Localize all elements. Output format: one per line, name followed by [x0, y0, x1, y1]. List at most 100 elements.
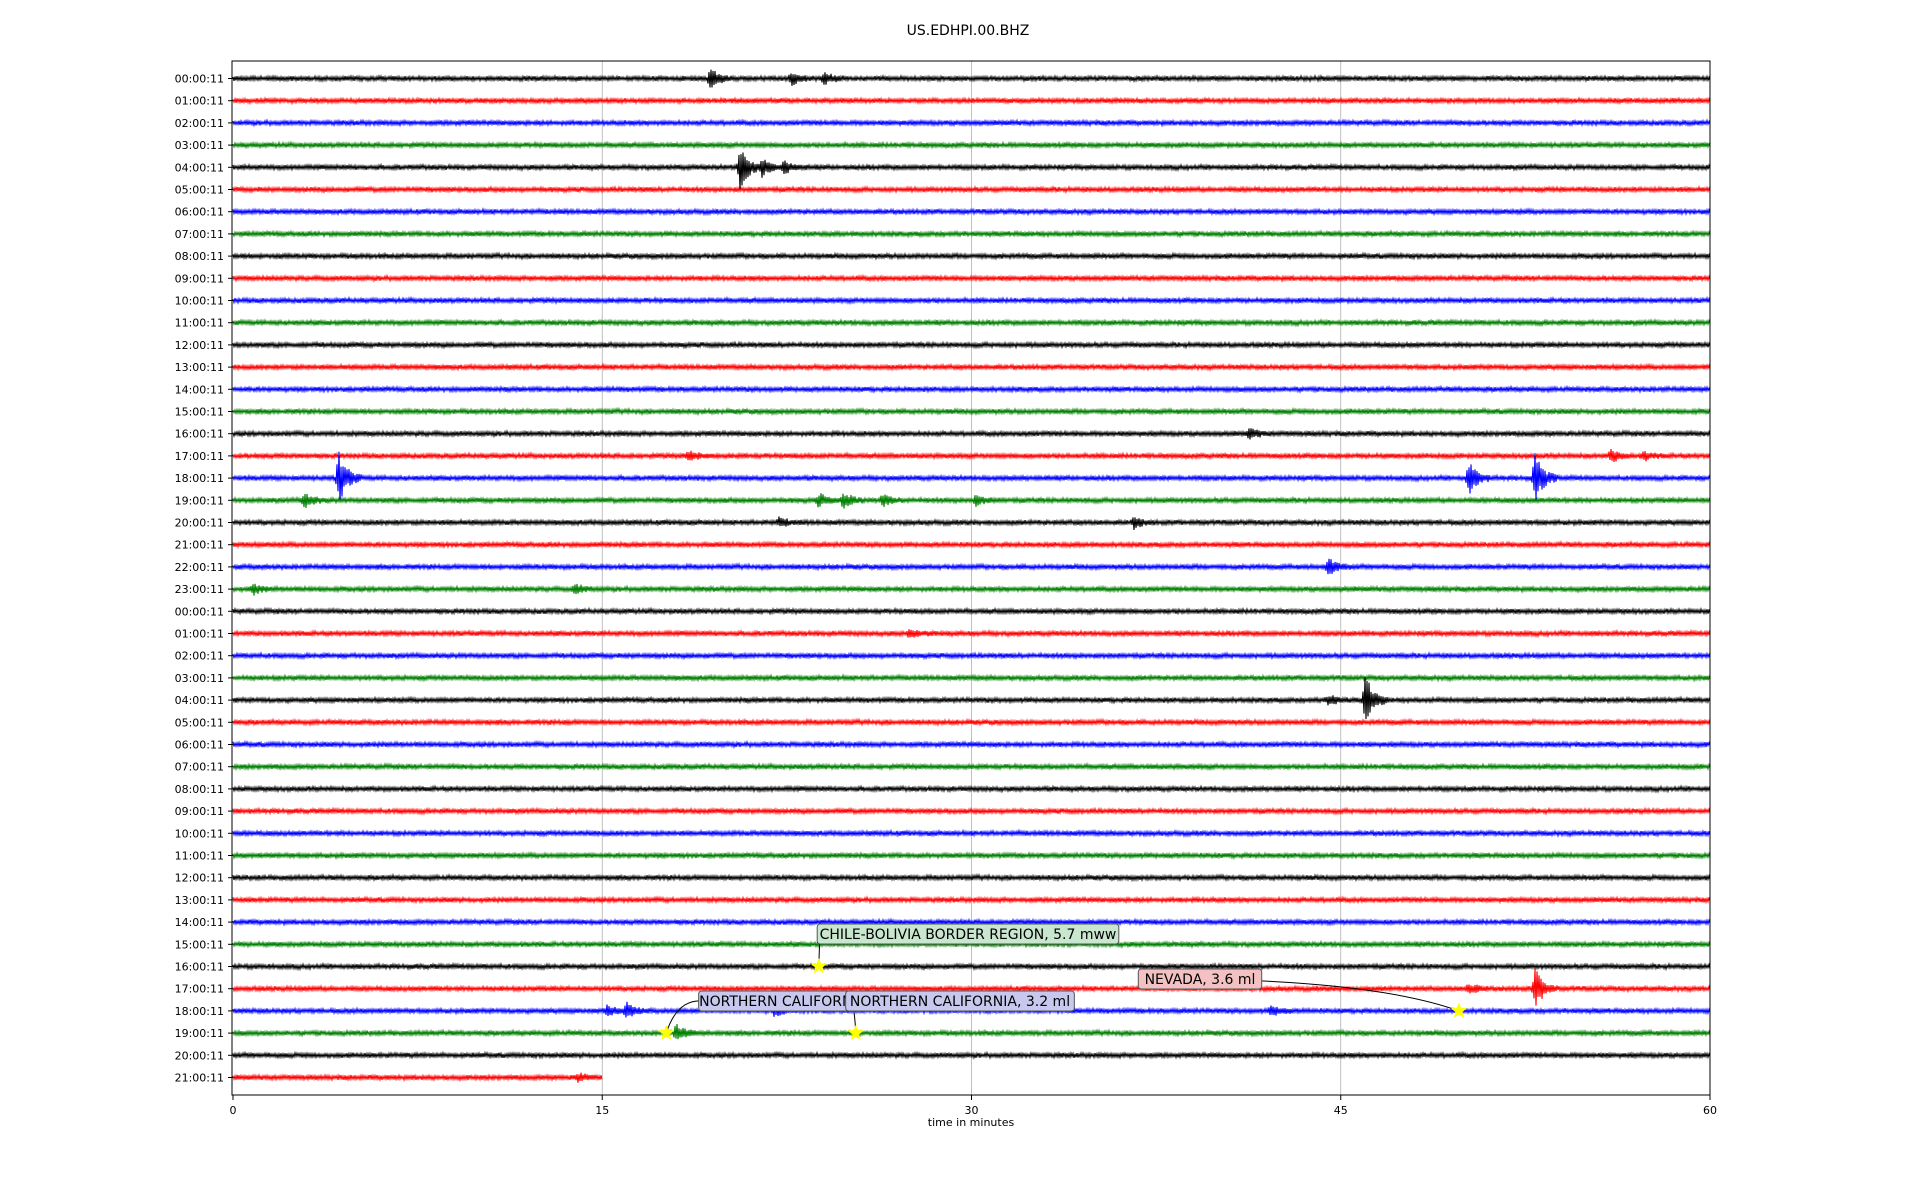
event-annotation: CHILE-BOLIVIA BORDER REGION, 5.7 mww: [810, 923, 1120, 974]
trace-row-13: [232, 362, 1711, 372]
event-annotations: CHILE-BOLIVIA BORDER REGION, 5.7 mww NEVA…: [657, 923, 1468, 1041]
trace-row-34: [232, 828, 1711, 839]
event-label: NEVADA, 3.6 ml: [1145, 972, 1256, 988]
trace-row-27: [232, 673, 1711, 683]
event-label-box: [1137, 968, 1263, 990]
event-annotation: NEVADA, 3.6 ml: [1137, 968, 1468, 1018]
event-star-marker: [1450, 1002, 1468, 1018]
trace-row-45: [232, 1072, 603, 1083]
trace-row-38: [232, 917, 1711, 927]
event-label-box: [816, 923, 1120, 945]
x-ticks: 0 15 30 45 60: [230, 1095, 1717, 1117]
y-tick-label: 13:00:11: [175, 361, 224, 374]
trace-row-18: [232, 451, 1711, 503]
y-tick-label: 13:00:11: [175, 894, 224, 907]
y-tick-label: 20:00:11: [175, 1049, 224, 1062]
trace-row-14: [232, 384, 1711, 394]
event-connector: [665, 1000, 703, 1034]
y-tick-label: 00:00:11: [175, 605, 224, 618]
y-tick-label: 05:00:11: [175, 184, 224, 197]
trace-row-37: [232, 895, 1711, 905]
y-tick-label: 01:00:11: [175, 95, 224, 108]
y-tick-label: 12:00:11: [175, 872, 224, 885]
x-tick-label: 30: [965, 1104, 979, 1117]
event-label: CHILE-BOLIVIA BORDER REGION, 5.7 mww: [820, 927, 1117, 943]
y-tick-label: 10:00:11: [175, 827, 224, 840]
trace-row-16: [232, 428, 1711, 440]
trace-row-25: [232, 628, 1711, 639]
event-annotation: NORTHERN CALIFORNIA, 3.2 ml: [845, 990, 1075, 1041]
trace-row-2: [232, 118, 1711, 128]
trace-row-22: [232, 558, 1711, 575]
y-tick-label: 06:00:11: [175, 739, 224, 752]
event-star-marker: [810, 957, 828, 974]
y-tick-label: 00:00:11: [175, 73, 224, 86]
y-tick-label: 11:00:11: [175, 317, 224, 330]
trace-row-24: [232, 606, 1711, 616]
y-tick-label: 06:00:11: [175, 206, 224, 219]
trace-row-0: [232, 69, 1711, 88]
y-tick-label: 12:00:11: [175, 339, 224, 352]
y-tick-label: 21:00:11: [175, 539, 224, 552]
y-tick-label: 16:00:11: [175, 428, 224, 441]
trace-row-28: [232, 677, 1711, 720]
trace-row-17: [232, 448, 1711, 462]
y-tick-label: 18:00:11: [175, 472, 224, 485]
trace-row-6: [232, 206, 1711, 217]
trace-row-30: [232, 739, 1711, 750]
trace-row-5: [232, 184, 1711, 195]
trace-row-29: [232, 717, 1711, 727]
trace-row-31: [232, 761, 1711, 772]
y-tick-label: 07:00:11: [175, 761, 224, 774]
trace-row-43: [232, 1023, 1711, 1040]
trace-row-1: [232, 96, 1711, 106]
x-tick-label: 45: [1334, 1104, 1348, 1117]
y-tick-label: 15:00:11: [175, 938, 224, 951]
trace-row-44: [232, 1050, 1711, 1060]
trace-row-15: [232, 406, 1711, 417]
y-tick-label: 03:00:11: [175, 672, 224, 685]
x-tick-label: 15: [595, 1104, 609, 1117]
trace-row-36: [232, 872, 1711, 883]
y-tick-label: 19:00:11: [175, 1027, 224, 1040]
y-tick-label: 03:00:11: [175, 139, 224, 152]
event-label-box: [845, 990, 1075, 1012]
y-tick-label: 04:00:11: [175, 694, 224, 707]
y-tick-label: 02:00:11: [175, 117, 224, 130]
trace-row-8: [232, 251, 1711, 261]
y-tick-label: 19:00:11: [175, 494, 224, 507]
y-tick-label: 10:00:11: [175, 295, 224, 308]
trace-row-10: [232, 295, 1711, 306]
y-tick-label: 08:00:11: [175, 783, 224, 796]
trace-row-20: [232, 516, 1711, 531]
y-tick-label: 20:00:11: [175, 517, 224, 530]
trace-row-11: [232, 318, 1711, 328]
y-tick-label: 11:00:11: [175, 850, 224, 863]
chart-title: US.EDHPI.00.BHZ: [907, 23, 1030, 39]
trace-row-33: [232, 806, 1711, 816]
trace-row-32: [232, 784, 1711, 794]
y-tick-label: 09:00:11: [175, 805, 224, 818]
y-tick-label: 09:00:11: [175, 272, 224, 285]
y-tick-label: 22:00:11: [175, 561, 224, 574]
y-tick-label: 16:00:11: [175, 961, 224, 974]
x-tick-label: 0: [230, 1104, 237, 1117]
seismic-traces: [232, 69, 1711, 1083]
y-tick-label: 15:00:11: [175, 406, 224, 419]
y-tick-label: 08:00:11: [175, 250, 224, 263]
event-label: NORTHERN CALIFORNIA, 3.2 ml: [850, 994, 1070, 1010]
trace-row-26: [232, 651, 1711, 661]
trace-row-9: [232, 273, 1711, 284]
trace-row-7: [232, 229, 1711, 239]
trace-row-4: [232, 152, 1711, 191]
y-tick-label: 17:00:11: [175, 983, 224, 996]
y-tick-label: 05:00:11: [175, 716, 224, 729]
y-tick-labels: 00:00:11 01:00:11 02:00:11 03:00:11 04:00:11…: [175, 73, 233, 1085]
trace-row-40: [232, 961, 1711, 972]
trace-row-19: [232, 493, 1711, 509]
y-tick-label: 01:00:11: [175, 628, 224, 641]
event-star-marker: [847, 1024, 865, 1041]
y-tick-label: 18:00:11: [175, 1005, 224, 1018]
trace-row-23: [232, 583, 1711, 596]
